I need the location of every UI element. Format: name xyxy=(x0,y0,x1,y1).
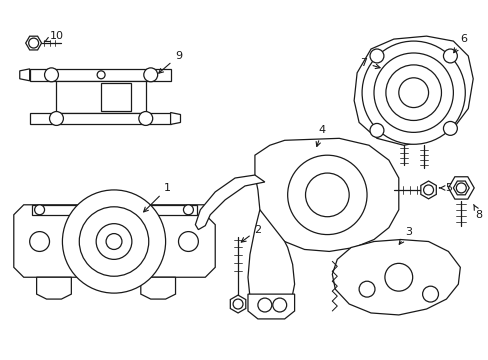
Polygon shape xyxy=(247,294,294,319)
Circle shape xyxy=(62,190,165,293)
Polygon shape xyxy=(380,77,396,91)
Circle shape xyxy=(139,112,152,125)
Polygon shape xyxy=(26,36,41,50)
Circle shape xyxy=(287,155,366,235)
Text: 7: 7 xyxy=(360,58,379,68)
Circle shape xyxy=(44,68,59,82)
Polygon shape xyxy=(254,138,398,251)
Circle shape xyxy=(97,71,105,79)
Circle shape xyxy=(398,78,427,108)
Text: 8: 8 xyxy=(473,204,482,220)
Polygon shape xyxy=(141,277,175,299)
Polygon shape xyxy=(420,181,435,199)
Polygon shape xyxy=(30,69,170,81)
Polygon shape xyxy=(14,205,215,277)
Circle shape xyxy=(358,281,374,297)
Circle shape xyxy=(443,49,456,63)
Circle shape xyxy=(257,298,271,312)
Text: 6: 6 xyxy=(453,34,466,53)
Circle shape xyxy=(385,65,441,121)
Circle shape xyxy=(106,234,122,249)
Circle shape xyxy=(422,286,438,302)
Polygon shape xyxy=(332,239,459,315)
Circle shape xyxy=(361,41,464,144)
Polygon shape xyxy=(452,181,468,195)
Circle shape xyxy=(443,121,456,135)
Polygon shape xyxy=(353,36,472,145)
Circle shape xyxy=(369,49,383,63)
Polygon shape xyxy=(230,295,245,313)
Circle shape xyxy=(178,231,198,251)
Polygon shape xyxy=(37,277,71,299)
Text: 4: 4 xyxy=(316,125,325,147)
Circle shape xyxy=(96,224,132,260)
Circle shape xyxy=(30,231,49,251)
Circle shape xyxy=(384,264,412,291)
Text: 3: 3 xyxy=(398,226,411,244)
Text: 1: 1 xyxy=(143,183,171,212)
Text: 9: 9 xyxy=(159,51,182,73)
Polygon shape xyxy=(20,69,30,81)
Polygon shape xyxy=(32,205,197,215)
Polygon shape xyxy=(56,81,145,113)
Text: 5: 5 xyxy=(438,183,451,193)
Circle shape xyxy=(35,205,44,215)
Polygon shape xyxy=(247,210,294,311)
Circle shape xyxy=(369,123,383,137)
Circle shape xyxy=(373,53,452,132)
Circle shape xyxy=(183,205,193,215)
Polygon shape xyxy=(101,83,131,111)
Circle shape xyxy=(305,173,348,217)
Polygon shape xyxy=(170,113,180,125)
Text: 2: 2 xyxy=(241,225,261,242)
Polygon shape xyxy=(195,175,264,230)
Circle shape xyxy=(143,68,157,82)
Text: 10: 10 xyxy=(44,31,63,42)
Circle shape xyxy=(49,112,63,125)
Circle shape xyxy=(79,207,148,276)
Polygon shape xyxy=(30,113,170,125)
Circle shape xyxy=(272,298,286,312)
Polygon shape xyxy=(447,177,473,199)
